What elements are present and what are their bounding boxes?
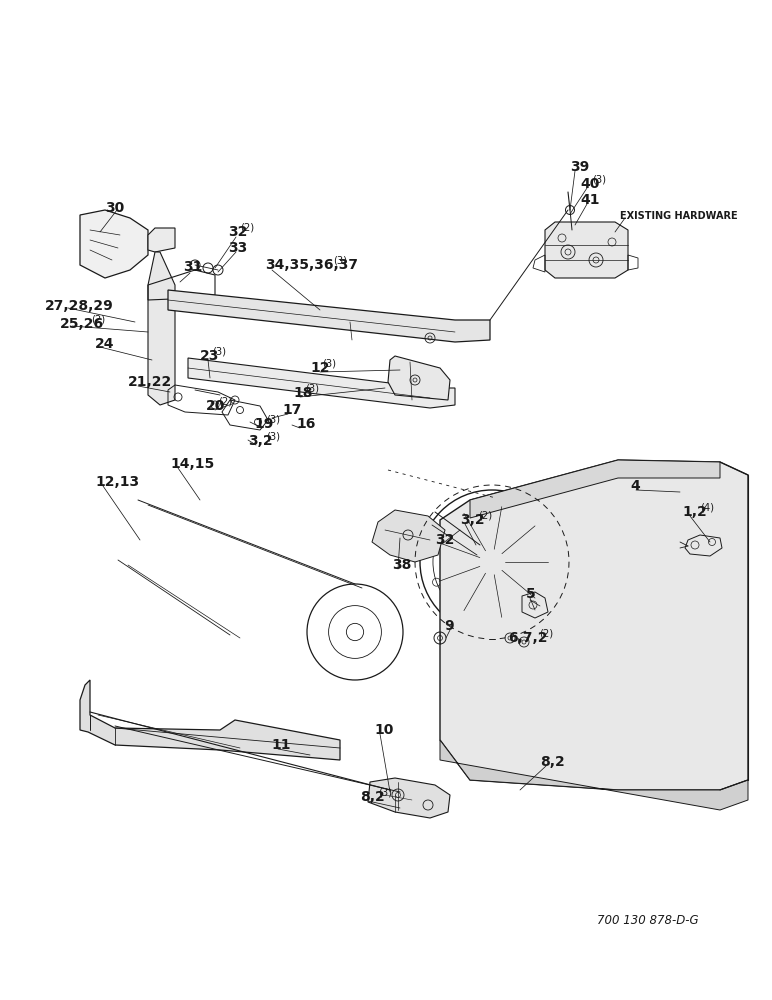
Text: 5: 5 bbox=[526, 587, 536, 601]
Text: 4: 4 bbox=[630, 479, 640, 493]
Text: (3): (3) bbox=[266, 414, 280, 424]
Text: 19: 19 bbox=[254, 417, 273, 431]
Polygon shape bbox=[80, 210, 148, 278]
Text: 6,7,2: 6,7,2 bbox=[508, 631, 547, 645]
Text: 25,26: 25,26 bbox=[60, 317, 104, 331]
Text: 23: 23 bbox=[200, 349, 219, 363]
Text: (3): (3) bbox=[378, 788, 393, 798]
Text: (2): (2) bbox=[240, 223, 255, 232]
Text: 8,2: 8,2 bbox=[540, 755, 565, 769]
Text: (2): (2) bbox=[539, 629, 553, 639]
Text: 3,2: 3,2 bbox=[248, 434, 273, 448]
Text: (2): (2) bbox=[218, 396, 232, 406]
Text: 16: 16 bbox=[296, 417, 316, 431]
Text: 10: 10 bbox=[374, 723, 394, 737]
Polygon shape bbox=[545, 222, 628, 278]
Text: (3): (3) bbox=[266, 432, 280, 442]
Text: 20: 20 bbox=[206, 399, 225, 413]
Text: 30: 30 bbox=[105, 201, 124, 215]
Text: 17: 17 bbox=[282, 403, 301, 417]
Text: EXISTING HARDWARE: EXISTING HARDWARE bbox=[620, 211, 737, 221]
Polygon shape bbox=[685, 535, 722, 556]
Text: 12,13: 12,13 bbox=[95, 475, 139, 489]
Text: 12: 12 bbox=[310, 361, 330, 375]
Text: 21,22: 21,22 bbox=[128, 375, 172, 389]
Polygon shape bbox=[440, 460, 748, 790]
Text: (3): (3) bbox=[306, 383, 320, 393]
Polygon shape bbox=[148, 252, 175, 405]
Text: 24: 24 bbox=[95, 337, 114, 351]
Text: 14,15: 14,15 bbox=[170, 457, 215, 471]
Text: (2): (2) bbox=[479, 510, 493, 520]
Polygon shape bbox=[368, 778, 450, 818]
Text: 32: 32 bbox=[228, 225, 247, 239]
Polygon shape bbox=[388, 356, 450, 400]
Text: 38: 38 bbox=[392, 558, 411, 572]
Polygon shape bbox=[372, 510, 445, 562]
Text: 18: 18 bbox=[293, 386, 313, 400]
Text: (3): (3) bbox=[592, 174, 606, 184]
Polygon shape bbox=[148, 228, 175, 252]
Text: (3): (3) bbox=[212, 347, 226, 357]
Text: 8,2: 8,2 bbox=[360, 790, 384, 804]
Text: (3): (3) bbox=[334, 255, 347, 265]
Text: 9: 9 bbox=[444, 619, 454, 633]
Text: 3,2: 3,2 bbox=[460, 513, 485, 527]
Polygon shape bbox=[470, 460, 720, 518]
Polygon shape bbox=[168, 290, 490, 342]
Text: 39: 39 bbox=[570, 160, 589, 174]
Text: 11: 11 bbox=[271, 738, 290, 752]
Text: (2): (2) bbox=[91, 314, 105, 324]
Text: 700 130 878-D-G: 700 130 878-D-G bbox=[598, 914, 699, 926]
Text: (4): (4) bbox=[701, 502, 715, 512]
Text: 40: 40 bbox=[580, 177, 599, 191]
Text: 31: 31 bbox=[183, 260, 202, 274]
Text: 32: 32 bbox=[435, 533, 455, 547]
Polygon shape bbox=[440, 740, 748, 810]
Text: 34,35,36,37: 34,35,36,37 bbox=[265, 258, 358, 272]
Polygon shape bbox=[80, 680, 340, 760]
Polygon shape bbox=[188, 358, 455, 408]
Text: (3): (3) bbox=[323, 359, 337, 368]
Text: 41: 41 bbox=[580, 193, 600, 207]
Text: 1,2: 1,2 bbox=[682, 505, 706, 519]
Text: 27,28,29: 27,28,29 bbox=[45, 299, 113, 313]
Text: 33: 33 bbox=[228, 241, 247, 255]
